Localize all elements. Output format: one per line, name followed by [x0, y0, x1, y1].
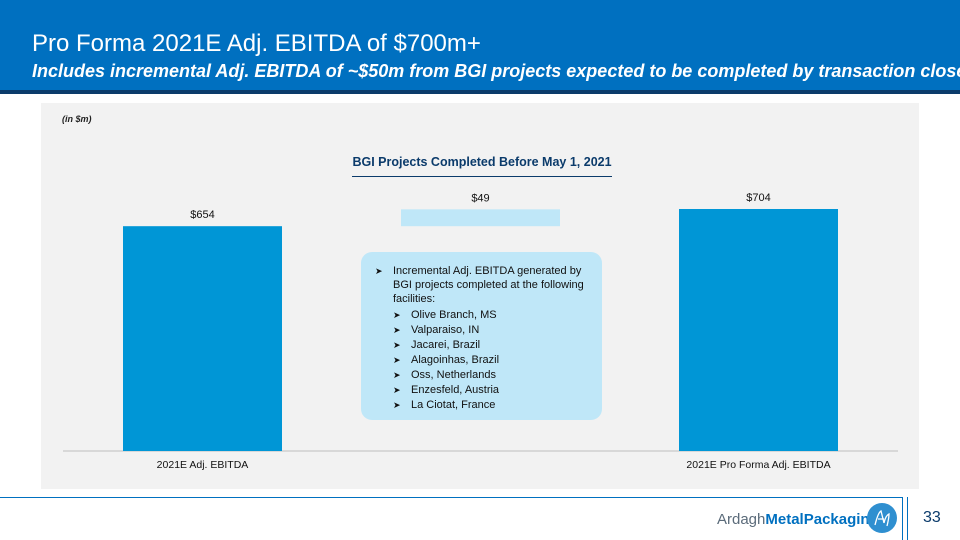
amp-logo-icon — [867, 503, 897, 533]
bgi-section-underline — [352, 176, 612, 177]
bar-total — [679, 209, 838, 451]
arrow-bullet-icon: ➤ — [393, 355, 401, 365]
footer-divider-left — [902, 497, 903, 540]
arrow-bullet-icon: ➤ — [393, 400, 401, 410]
facility-item: ➤ Olive Branch, MS — [393, 308, 590, 323]
data-label: $654 — [190, 209, 214, 221]
bar-total — [123, 226, 282, 451]
bgi-facilities-callout: ➤ Incremental Adj. EBITDA generated by B… — [361, 252, 602, 420]
title-bar — [0, 0, 960, 90]
category-label: 2021E Adj. EBITDA — [157, 459, 249, 471]
footer-divider-right — [907, 497, 908, 540]
brand-part-1: Ardagh — [717, 511, 766, 528]
slide-title: Pro Forma 2021E Adj. EBITDA of $700m+ — [32, 30, 481, 57]
arrow-bullet-icon: ➤ — [375, 266, 383, 276]
facility-item: ➤ Valparaiso, IN — [393, 323, 590, 338]
callout-intro: Incremental Adj. EBITDA generated by BGI… — [393, 265, 584, 305]
brand-wordmark: ArdaghMetalPackaging — [717, 511, 879, 528]
facility-list: ➤ Olive Branch, MS ➤ Valparaiso, IN ➤ Jacarei… — [375, 308, 590, 413]
facility-label: Jacarei, Brazil — [411, 339, 481, 351]
arrow-bullet-icon: ➤ — [393, 325, 401, 335]
brand-part-2: MetalPackaging — [765, 511, 879, 528]
bgi-section-header: BGI Projects Completed Before May 1, 202… — [352, 155, 612, 169]
data-label: $704 — [746, 192, 770, 204]
category-label: 2021E Pro Forma Adj. EBITDA — [686, 459, 830, 471]
facility-item: ➤ Oss, Netherlands — [393, 368, 590, 383]
arrow-bullet-icon: ➤ — [393, 385, 401, 395]
facility-label: Olive Branch, MS — [411, 309, 497, 321]
arrow-bullet-icon: ➤ — [393, 370, 401, 380]
title-bar-rule — [0, 90, 960, 94]
facility-item: ➤ Jacarei, Brazil — [393, 338, 590, 353]
data-label: $49 — [471, 192, 489, 204]
arrow-bullet-icon: ➤ — [393, 310, 401, 320]
facility-label: Oss, Netherlands — [411, 369, 496, 381]
slide-subtitle: Includes incremental Adj. EBITDA of ~$50… — [32, 61, 960, 81]
units-note: (in $m) — [62, 114, 92, 124]
footer-rule — [0, 497, 903, 498]
facility-item: ➤ Enzesfeld, Austria — [393, 383, 590, 398]
facility-label: Alagoinhas, Brazil — [411, 354, 500, 366]
bar-increment — [401, 209, 560, 227]
page-number: 33 — [923, 509, 941, 526]
facility-label: Valparaiso, IN — [411, 324, 480, 336]
facility-label: La Ciotat, France — [411, 399, 496, 411]
facility-label: Enzesfeld, Austria — [411, 384, 500, 396]
arrow-bullet-icon: ➤ — [393, 340, 401, 350]
facility-item: ➤ Alagoinhas, Brazil — [393, 353, 590, 368]
facility-item: ➤ La Ciotat, France — [393, 398, 590, 413]
callout-intro-row: ➤ Incremental Adj. EBITDA generated by B… — [375, 264, 590, 306]
